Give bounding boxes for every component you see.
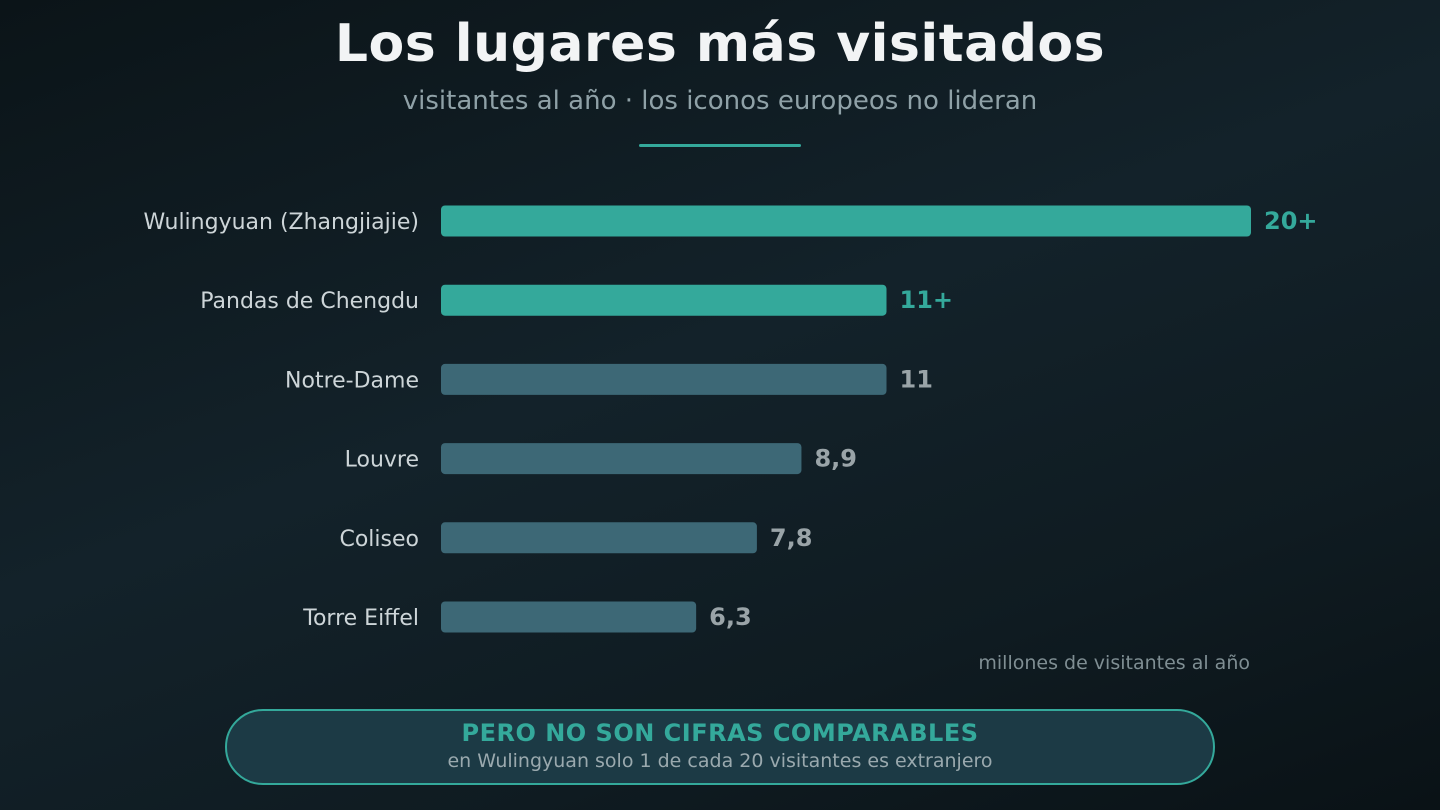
title-underline [639, 144, 801, 147]
value-label: 6,3 [709, 603, 752, 631]
callout-title: PERO NO SON CIFRAS COMPARABLES [461, 719, 979, 747]
bar [441, 284, 887, 316]
callout-box: PERO NO SON CIFRAS COMPARABLES en Wuling… [225, 709, 1215, 785]
bar [441, 205, 1251, 237]
bar [441, 363, 887, 395]
unit-note: millones de visitantes al año [978, 652, 1250, 674]
category-label: Torre Eiffel [302, 606, 419, 631]
chart-subtitle: visitantes al año · los iconos europeos … [402, 86, 1038, 116]
value-label: 11 [900, 365, 933, 393]
category-label: Coliseo [339, 527, 419, 552]
category-label: Pandas de Chengdu [200, 289, 419, 314]
category-label: Louvre [345, 448, 419, 473]
value-label: 20+ [1264, 207, 1318, 235]
bar [441, 601, 697, 633]
category-label: Notre-Dame [285, 368, 419, 393]
bar-chart: Wulingyuan (Zhangjiajie) 20+ Pandas de Che… [144, 205, 1318, 633]
value-label: 8,9 [814, 445, 857, 473]
value-label: 7,8 [770, 524, 813, 552]
category-label: Wulingyuan (Zhangjiajie) [144, 210, 419, 235]
bar [441, 522, 757, 554]
bar [441, 443, 802, 475]
chart-title: Los lugares más visitados [334, 14, 1106, 74]
callout-text: en Wulingyuan solo 1 de cada 20 visitant… [447, 750, 993, 772]
value-label: 11+ [900, 286, 954, 314]
